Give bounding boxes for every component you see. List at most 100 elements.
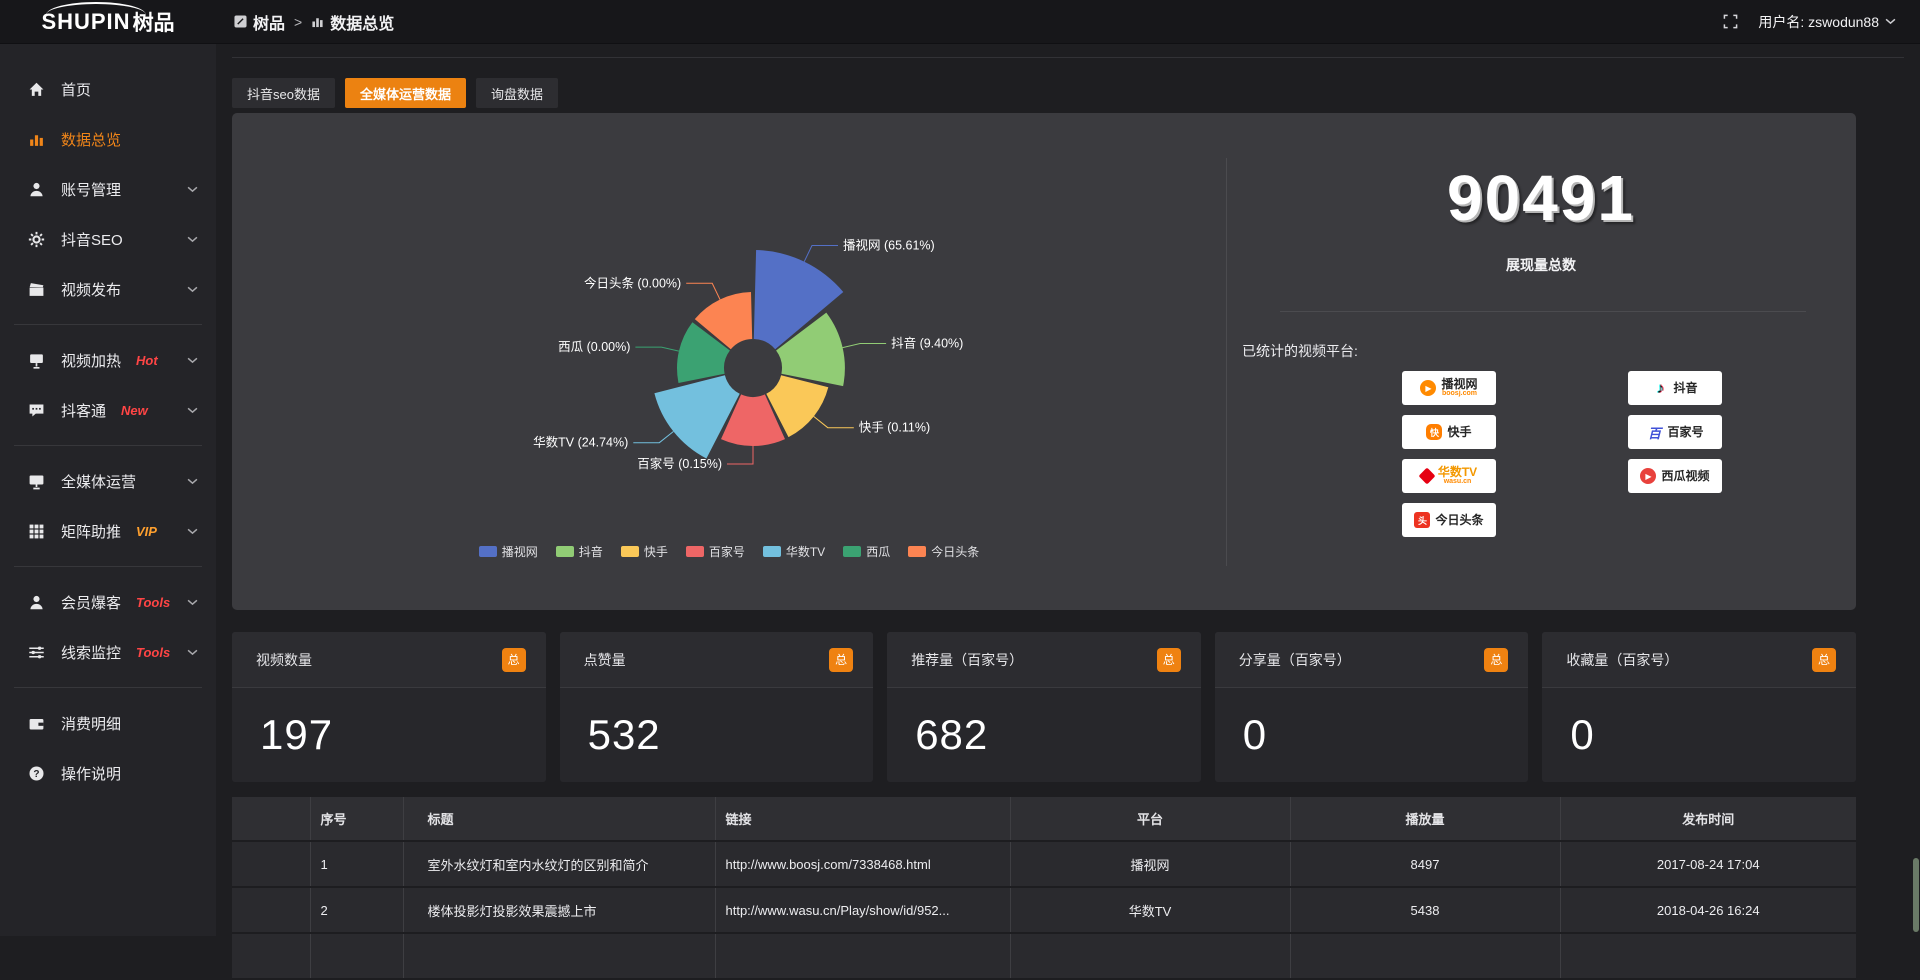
wasu-star-icon [1418,467,1436,485]
pie-label-西瓜: 西瓜 (0.00%) [558,340,630,354]
sidebar-item-label: 视频发布 [61,281,122,299]
legend-item-西瓜[interactable]: 西瓜 [843,543,890,560]
pie-label-快手: 快手 (0.11%) [859,421,930,435]
total-badge[interactable]: 总 [1484,647,1509,672]
content-divider [232,57,1904,58]
platform-name: 华数TV [1437,464,1478,479]
cell-time [1560,933,1856,980]
legend-item-华数TV[interactable]: 华数TV [762,543,825,560]
cell-title-link[interactable]: 室外水纹灯和室内水纹灯的区别和简介 [403,841,716,888]
tab-抖音seo数据[interactable]: 抖音seo数据 [232,78,335,108]
cell-url-link[interactable] [715,933,1011,980]
logo-arc [46,1,146,15]
cell-platform: 华数TV [1010,887,1291,934]
platform-badge-抖音: ♪ 抖音 [1628,371,1722,405]
sidebar-item-视频发布[interactable]: 视频发布 [0,264,216,314]
checkbox-cell [232,841,311,888]
total-badge[interactable]: 总 [501,647,526,672]
column-header-链接: 链接 [715,797,1011,842]
pie-label-line [635,346,680,352]
boosj-play-icon: ▶ [1420,380,1437,396]
chevron-down-icon [187,357,198,364]
sidebar-item-首页[interactable]: 首页 [0,64,216,114]
pie-slice-华数TV[interactable] [654,375,740,459]
logo-chinese: 树品 [132,11,175,35]
sidebar-item-抖音SEO[interactable]: 抖音SEO [0,214,216,264]
total-impressions-value: 90491 [1447,162,1635,234]
pie-slice-西瓜[interactable] [677,322,730,383]
main-content: 抖音seo数据 全媒体运营数据 询盘数据 播视网 (65.61%) 抖音 (9.40%… [216,44,1920,980]
cell-title-link[interactable]: 楼体投影灯投影效果震撼上市 [403,887,716,934]
sidebar-item-消费明细[interactable]: 消费明细 [0,698,216,748]
clapper-icon [28,281,47,298]
stat-card-value: 0 [1570,711,1595,758]
column-header-平台: 平台 [1010,797,1291,842]
pie-slice-快手[interactable] [766,375,829,438]
sidebar-item-矩阵助推[interactable]: 矩阵助推 VIP [0,506,216,556]
stat-card-header: 视频数量 总 [232,632,546,688]
cell-platform [1010,933,1291,980]
legend-item-今日头条[interactable]: 今日头条 [908,543,979,560]
chevron-down-icon [187,236,198,243]
stat-card-title: 点赞量 [583,651,626,668]
breadcrumb-home[interactable]: 树品 [234,10,285,34]
baijiahao-icon: 百 [1647,425,1661,441]
legend-item-抖音[interactable]: 抖音 [555,543,603,560]
monitor-icon [28,473,47,490]
summary-divider [1280,311,1806,312]
pie-slice-播视网[interactable] [753,250,844,350]
column-header-序号: 序号 [310,797,404,842]
legend-label: 抖音 [578,545,603,559]
platform-badge-华数TV: 华数TV wasu.cn [1402,459,1496,493]
pie-slice-抖音[interactable] [776,312,845,387]
sidebar-item-操作说明[interactable]: ? 操作说明 [0,748,216,798]
overview-panel: 播视网 (65.61%) 抖音 (9.40%) 快手 (0.11%) 百家号 (0.1… [232,113,1856,610]
legend-item-百家号[interactable]: 百家号 [685,543,745,560]
cell-url-link[interactable]: http://www.boosj.com/7338468.html [715,841,1011,888]
cell-url-link[interactable]: http://www.wasu.cn/Play/show/id/952... [715,887,1011,934]
total-badge[interactable]: 总 [1156,647,1181,672]
platform-column-1: ▶ 播视网 boosj.com 快快手 华数TV wasu.cn 头今日头条 [1402,371,1496,537]
sidebar-item-抖客通[interactable]: 抖客通 New [0,385,216,435]
wallet-icon [28,715,47,732]
tab-询盘数据[interactable]: 询盘数据 [475,78,558,108]
rose-pie-chart: 播视网 (65.61%) 抖音 (9.40%) 快手 (0.11%) 百家号 (0.1… [232,113,1226,610]
toutiao-icon: 头 [1414,512,1431,528]
sidebar-item-账号管理[interactable]: 账号管理 [0,164,216,214]
grid-icon [28,523,47,540]
fullscreen-icon[interactable] [1723,14,1738,29]
pie-slice-今日头条[interactable] [694,292,753,350]
cell-title-link[interactable] [403,933,716,980]
tab-全媒体运营数据[interactable]: 全媒体运营数据 [344,78,466,108]
platform-name: 抖音 [1673,380,1698,395]
xigua-play-icon: ▶ [1640,468,1657,484]
breadcrumb-current[interactable]: 数据总览 [311,10,394,34]
sidebar-item-label: 首页 [61,81,92,99]
platform-badge-百家号: 百百家号 [1628,415,1722,449]
sidebar-item-全媒体运营[interactable]: 全媒体运营 [0,456,216,506]
table-row: 2 楼体投影灯投影效果震撼上市 http://www.wasu.cn/Play/sh… [232,887,1856,934]
sidebar-item-label: 会员爆客 [61,594,122,612]
platform-column-2: ♪ 抖音百百家号 ▶ 西瓜视频 [1628,371,1722,493]
kuaishou-icon: 快 [1426,424,1443,440]
platform-name: 今日头条 [1435,512,1484,527]
total-badge[interactable]: 总 [1811,647,1836,672]
sidebar-item-线索监控[interactable]: 线索监控 Tools [0,627,216,677]
legend-item-快手[interactable]: 快手 [620,543,668,560]
breadcrumb-separator: > [294,13,303,30]
total-badge[interactable]: 总 [829,647,854,672]
user-menu[interactable]: 用户名: zswodun88 [1758,12,1896,32]
scrollbar-thumb[interactable] [1913,858,1919,932]
table-header-row: 序号 标题 链接 平台 播放量 发布时间 [232,797,1856,842]
douyin-note-icon: ♪ [1656,379,1665,397]
legend-item-播视网[interactable]: 播视网 [478,543,538,560]
username-label: 用户名: zswodun88 [1758,13,1879,30]
pie-label-line [803,245,838,262]
pie-slice-百家号[interactable] [721,394,785,446]
sidebar-item-数据总览[interactable]: 数据总览 [0,114,216,164]
legend-label: 百家号 [708,545,745,559]
sidebar-item-会员爆客[interactable]: 会员爆客 Tools [0,577,216,627]
sidebar-item-视频加热[interactable]: 视频加热 Hot [0,335,216,385]
legend-label: 今日头条 [931,545,980,559]
sliders-icon [28,644,47,661]
